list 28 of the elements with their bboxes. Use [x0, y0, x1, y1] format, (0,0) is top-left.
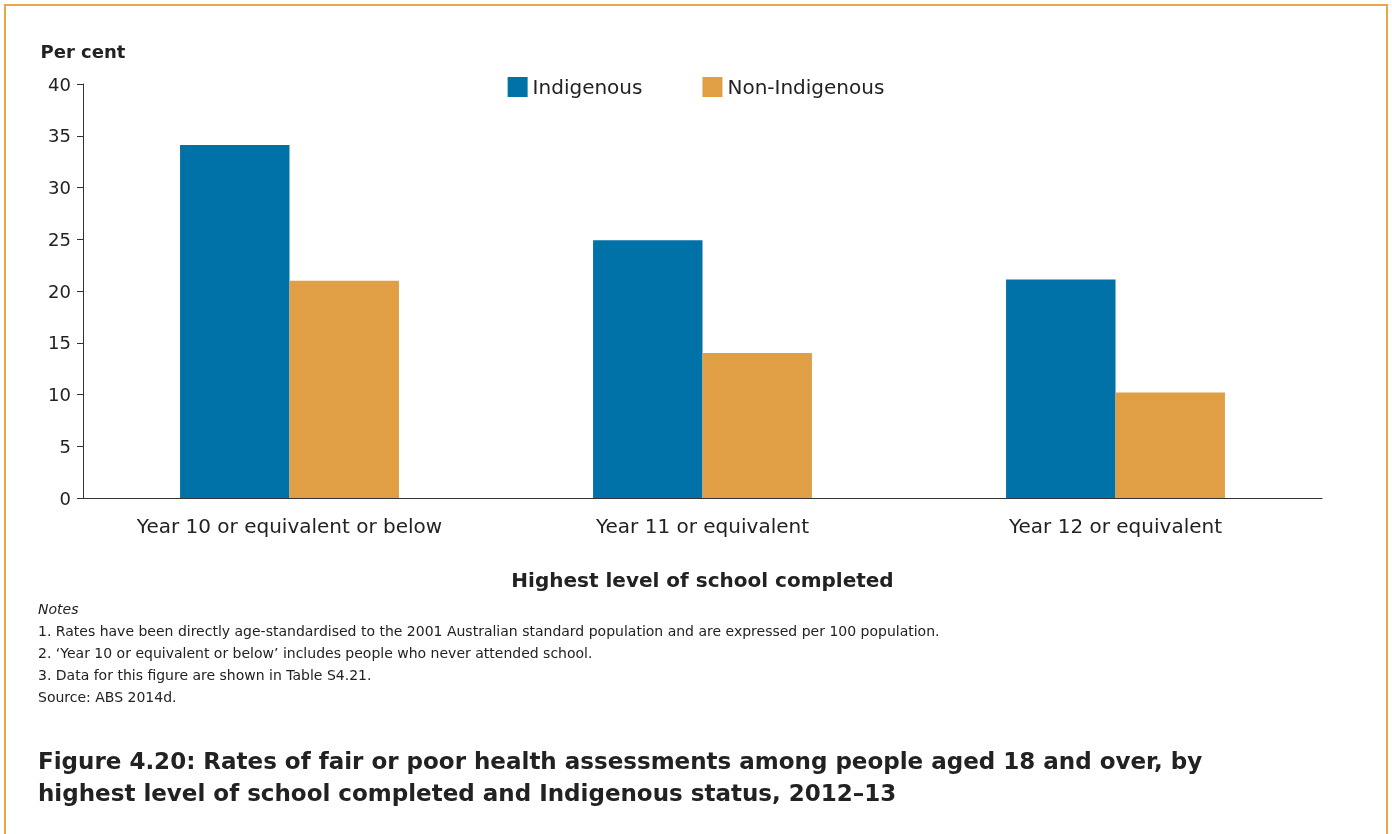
y-tick-label: 20 — [48, 280, 71, 302]
text: 1. Rates have been directly age-standardised to the 2001 Australian standard population and are expressed per 100 population. — [38, 622, 940, 641]
text: 3. Data for this figure are shown in Table S4.21. — [38, 666, 373, 685]
x-tick-label: Year 12 or equivalent — [1007, 514, 1223, 538]
text: Figure 4.20: Rates of fair or poor health assessments among people aged 18 and over, by highest level of school completed and Indigenous status, 2012–13 — [38, 747, 1204, 808]
y-tick-label: 35 — [48, 125, 71, 147]
bar — [1115, 392, 1225, 498]
legend-label: Non-Indigenous — [727, 75, 885, 99]
text: Notes — [38, 600, 80, 619]
bar — [1006, 279, 1116, 498]
y-axis-title: Per cent — [40, 40, 126, 62]
bar — [180, 145, 290, 498]
y-tick-label: 25 — [48, 228, 71, 250]
y-tick-label: 15 — [48, 332, 71, 354]
x-tick-label: Year 11 or equivalent — [594, 514, 810, 538]
y-tick-label: 0 — [59, 487, 71, 509]
x-axis-title: Highest level of school completed — [511, 568, 894, 592]
bar — [593, 240, 703, 498]
x-tick-label: Year 10 or equivalent or below — [135, 514, 443, 538]
y-tick-label: 30 — [48, 177, 71, 198]
bar — [702, 353, 812, 498]
legend-label: Indigenous — [532, 75, 643, 99]
bar — [289, 280, 399, 498]
y-tick-label: 40 — [48, 73, 71, 95]
y-tick-label: 10 — [48, 384, 71, 405]
text: 2. ‘Year 10 or equivalent or below’ includes people who never attended school. — [38, 644, 594, 663]
y-tick-label: 5 — [59, 435, 71, 457]
source-note: Source: ABS 2014d. — [38, 688, 178, 707]
